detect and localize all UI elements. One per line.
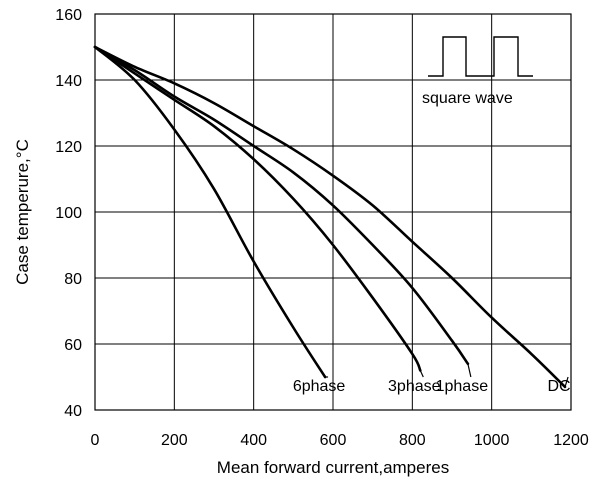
y-tick-label: 160	[55, 7, 82, 24]
x-tick-label: 600	[320, 432, 347, 449]
x-tick-label: 800	[399, 432, 426, 449]
y-axis-label: Case temperure,°C	[13, 139, 32, 285]
series-leader-3phase	[419, 370, 424, 378]
series-line-1phase	[93, 45, 470, 366]
x-axis-label: Mean forward current,amperes	[217, 458, 449, 477]
y-tick-labels: 40 60 80 100 120 140 160	[55, 7, 82, 420]
series-label-6phase: 6phase	[293, 378, 346, 395]
series-line-dc	[93, 45, 567, 389]
annotation-square-wave: square wave	[422, 90, 513, 107]
series-label-dc: DC	[547, 378, 570, 395]
series-leader-1phase	[467, 363, 472, 378]
series-curves	[93, 45, 567, 389]
series-line-3phase	[93, 45, 422, 372]
x-tick-label: 400	[240, 432, 267, 449]
series-label-3phase: 3phase	[388, 378, 441, 395]
x-tick-label: 200	[161, 432, 188, 449]
y-tick-label: 120	[55, 139, 82, 156]
series-line-6phase	[93, 45, 327, 379]
y-tick-label: 40	[64, 403, 82, 420]
y-tick-label: 100	[55, 205, 82, 222]
square-wave-icon	[428, 36, 533, 77]
x-tick-label: 1000	[474, 432, 510, 449]
y-tick-label: 140	[55, 73, 82, 90]
series-label-1phase: 1phase	[436, 378, 489, 395]
y-tick-label: 80	[64, 271, 82, 288]
x-tick-label: 1200	[553, 432, 589, 449]
x-tick-label: 0	[91, 432, 100, 449]
grid-lines	[94, 13, 572, 411]
series-leader-dc	[564, 376, 569, 388]
x-tick-labels: 0 200 400 600 800 1000 1200	[91, 432, 589, 449]
plot-frame	[94, 13, 572, 411]
y-tick-label: 60	[64, 337, 82, 354]
